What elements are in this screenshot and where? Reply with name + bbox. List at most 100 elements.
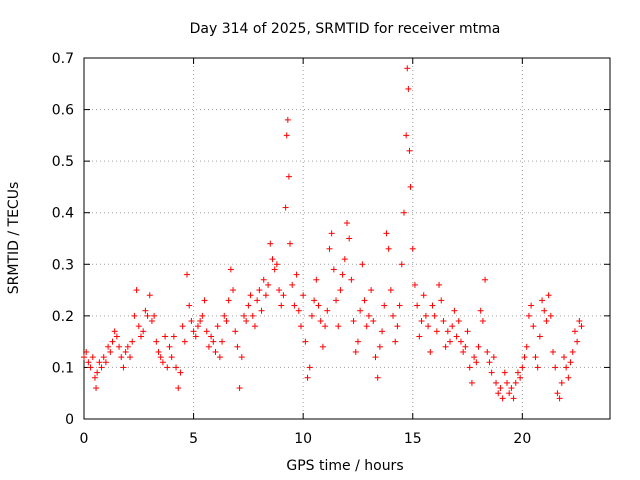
- data-point: [370, 318, 377, 325]
- data-point: [552, 364, 559, 371]
- data-point: [447, 338, 454, 345]
- data-point: [352, 348, 359, 355]
- data-point: [341, 256, 348, 263]
- data-point: [201, 297, 208, 304]
- data-point: [385, 245, 392, 252]
- data-point: [372, 354, 379, 361]
- data-point: [93, 385, 100, 392]
- data-point: [278, 302, 285, 309]
- data-point: [96, 359, 103, 366]
- data-point: [181, 338, 188, 345]
- data-point: [409, 245, 416, 252]
- data-point: [357, 307, 364, 314]
- data-point: [146, 292, 153, 299]
- y-tick-label: 0.5: [52, 154, 74, 170]
- data-point: [398, 261, 405, 268]
- data-point: [184, 271, 191, 278]
- data-point: [442, 343, 449, 350]
- data-point: [363, 323, 370, 330]
- data-point: [240, 312, 247, 319]
- data-point: [98, 364, 105, 371]
- data-point: [488, 369, 495, 376]
- data-point: [326, 245, 333, 252]
- plot-frame: [83, 57, 611, 420]
- data-point: [519, 364, 526, 371]
- data-point: [333, 297, 340, 304]
- data-point: [525, 312, 532, 319]
- data-point: [109, 338, 116, 345]
- data-point: [381, 302, 388, 309]
- data-point: [374, 374, 381, 381]
- data-point: [287, 240, 294, 247]
- x-tick-label: 15: [404, 431, 422, 447]
- data-point: [416, 333, 423, 340]
- data-point: [238, 354, 245, 361]
- data-point: [216, 354, 223, 361]
- data-point: [111, 328, 118, 335]
- data-point: [554, 390, 561, 397]
- data-point: [431, 312, 438, 319]
- data-point: [545, 292, 552, 299]
- data-point: [390, 312, 397, 319]
- data-point: [490, 354, 497, 361]
- data-point: [536, 333, 543, 340]
- data-point: [368, 287, 375, 294]
- data-point: [179, 323, 186, 330]
- data-point: [260, 276, 267, 283]
- data-point: [365, 312, 372, 319]
- data-point: [563, 364, 570, 371]
- data-point: [127, 354, 134, 361]
- data-point: [354, 338, 361, 345]
- data-point: [556, 395, 563, 402]
- data-point: [135, 323, 142, 330]
- data-point: [300, 292, 307, 299]
- data-point: [528, 302, 535, 309]
- data-point: [328, 230, 335, 237]
- data-point: [232, 328, 239, 335]
- data-point: [497, 385, 504, 392]
- data-point: [269, 256, 276, 263]
- data-point: [107, 348, 114, 355]
- data-point: [173, 364, 180, 371]
- data-point: [94, 369, 101, 376]
- data-point: [302, 338, 309, 345]
- data-point: [267, 240, 274, 247]
- data-point: [444, 328, 451, 335]
- data-point: [221, 312, 228, 319]
- data-point: [236, 385, 243, 392]
- data-point: [517, 374, 524, 381]
- data-point: [453, 333, 460, 340]
- data-point: [335, 323, 342, 330]
- data-point: [400, 209, 407, 216]
- data-point: [162, 333, 169, 340]
- data-point: [151, 312, 158, 319]
- x-axis-label: GPS time / hours: [286, 458, 403, 474]
- data-point: [225, 297, 232, 304]
- data-point: [188, 318, 195, 325]
- data-point: [124, 343, 131, 350]
- data-point: [247, 292, 254, 299]
- data-point: [510, 395, 517, 402]
- data-point: [118, 354, 125, 361]
- data-point: [223, 318, 230, 325]
- data-point: [304, 374, 311, 381]
- data-point: [543, 318, 550, 325]
- data-point: [113, 333, 120, 340]
- data-point: [482, 276, 489, 283]
- data-point: [251, 323, 258, 330]
- data-point: [379, 328, 386, 335]
- data-point: [166, 343, 173, 350]
- data-point: [468, 379, 475, 386]
- data-point: [219, 338, 226, 345]
- data-point: [186, 302, 193, 309]
- data-point: [462, 343, 469, 350]
- x-tick-label: 0: [80, 431, 89, 447]
- data-point: [285, 173, 292, 180]
- data-point: [541, 307, 548, 314]
- data-point: [429, 302, 436, 309]
- data-point: [403, 132, 410, 139]
- data-point: [420, 292, 427, 299]
- data-point: [440, 318, 447, 325]
- data-point: [499, 395, 506, 402]
